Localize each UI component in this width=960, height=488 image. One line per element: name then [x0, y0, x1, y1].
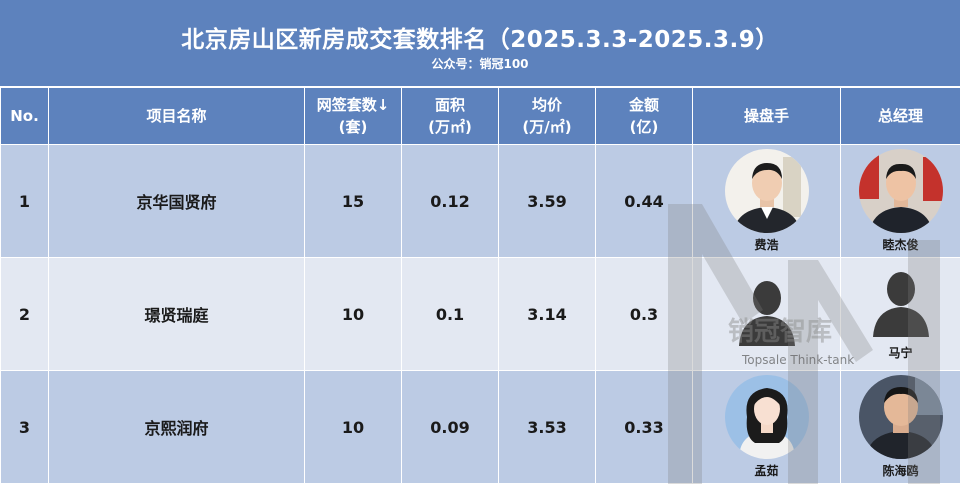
gm-name: 马宁: [888, 344, 912, 361]
cell-area: 0.1: [402, 258, 499, 371]
cell-no: 2: [1, 258, 49, 371]
cell-no: 1: [1, 145, 49, 258]
operator-photo: [725, 375, 809, 459]
col-gm: 总经理: [841, 88, 960, 145]
table-row: 3 京熙润府 10 0.09 3.53 0.33: [1, 371, 960, 484]
cell-units: 10: [305, 258, 402, 371]
col-price-label: 均价: [499, 94, 595, 116]
cell-units: 10: [305, 371, 402, 484]
cell-operator: [693, 258, 841, 371]
cell-project-name: 璟贤瑞庭: [49, 258, 305, 371]
operator-person: 费浩: [693, 145, 840, 257]
cell-units: 15: [305, 145, 402, 258]
col-amount-label: 金额: [596, 94, 692, 116]
cell-price: 3.53: [499, 371, 596, 484]
col-amount: 金额 (亿): [596, 88, 693, 145]
page-title: 北京房山区新房成交套数排名（2025.3.3-2025.3.9）: [0, 20, 960, 54]
title-bar: 北京房山区新房成交套数排名（2025.3.3-2025.3.9） 公众号：销冠1…: [0, 0, 960, 87]
col-no: No.: [1, 88, 49, 145]
col-operator: 操盘手: [693, 88, 841, 145]
cell-gm: 陈海鸥: [841, 371, 960, 484]
col-units-unit: (套): [305, 116, 401, 138]
cell-no: 3: [1, 371, 49, 484]
ranking-table: No. 项目名称 网签套数↓ (套) 面积 (万㎡) 均价 (万/㎡) 金额 (…: [0, 87, 960, 484]
col-area-unit: (万㎡): [402, 116, 498, 138]
gm-person: 陈海鸥: [841, 371, 960, 483]
cell-gm: 马宁: [841, 258, 960, 371]
gm-person: 睦杰俊: [841, 145, 960, 257]
col-area-label: 面积: [402, 94, 498, 116]
table-row: 1 京华国贤府 15 0.12 3.59 0.44: [1, 145, 960, 258]
operator-name: 费浩: [754, 236, 778, 253]
cell-amount: 0.33: [596, 371, 693, 484]
cell-amount: 0.44: [596, 145, 693, 258]
table-row: 2 璟贤瑞庭 10 0.1 3.14 0.3: [1, 258, 960, 371]
placeholder-person-icon: [871, 267, 931, 341]
gm-name: 陈海鸥: [882, 462, 918, 479]
col-units-label: 网签套数↓: [305, 94, 401, 116]
page-subtitle: 公众号：销冠100: [0, 55, 960, 72]
col-price: 均价 (万/㎡): [499, 88, 596, 145]
col-project-name: 项目名称: [49, 88, 305, 145]
operator-person: [693, 258, 840, 370]
gm-person: 马宁: [841, 258, 960, 370]
cell-price: 3.14: [499, 258, 596, 371]
cell-price: 3.59: [499, 145, 596, 258]
col-units: 网签套数↓ (套): [305, 88, 402, 145]
col-amount-unit: (亿): [596, 116, 692, 138]
operator-name: 孟茹: [754, 462, 778, 479]
cell-operator: 孟茹: [693, 371, 841, 484]
operator-photo: [725, 149, 809, 233]
gm-name: 睦杰俊: [882, 236, 918, 253]
header-row: No. 项目名称 网签套数↓ (套) 面积 (万㎡) 均价 (万/㎡) 金额 (…: [1, 88, 960, 145]
cell-area: 0.09: [402, 371, 499, 484]
col-price-unit: (万/㎡): [499, 116, 595, 138]
cell-gm: 睦杰俊: [841, 145, 960, 258]
cell-amount: 0.3: [596, 258, 693, 371]
cell-project-name: 京华国贤府: [49, 145, 305, 258]
gm-photo: [859, 375, 943, 459]
operator-person: 孟茹: [693, 371, 840, 483]
cell-operator: 费浩: [693, 145, 841, 258]
placeholder-person-icon: [737, 276, 797, 350]
cell-project-name: 京熙润府: [49, 371, 305, 484]
col-area: 面积 (万㎡): [402, 88, 499, 145]
cell-area: 0.12: [402, 145, 499, 258]
gm-photo: [859, 149, 943, 233]
